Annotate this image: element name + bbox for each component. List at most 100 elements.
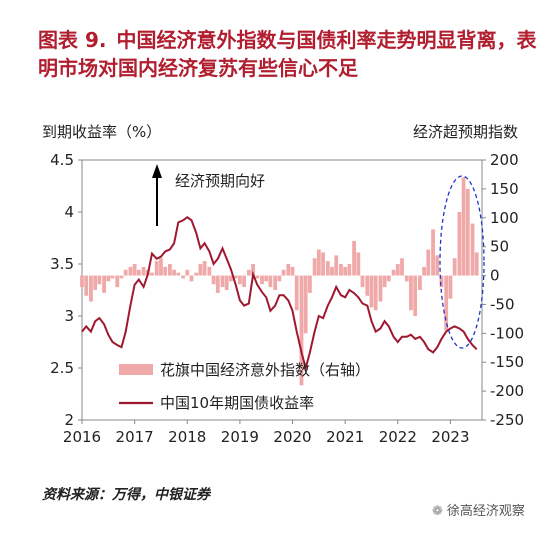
highlight-ellipse	[439, 175, 485, 349]
bar-mark	[185, 269, 190, 276]
bar-mark	[97, 275, 102, 285]
right-tick-label: 150	[490, 180, 519, 198]
x-tick-label: 2017	[116, 428, 154, 446]
right-axis-title: 经济超预期指数	[413, 123, 518, 141]
bar-mark	[106, 275, 111, 282]
right-tick-label: 50	[490, 238, 509, 256]
bar-mark	[312, 258, 317, 276]
chart-canvas: 2 2.5 3 3.5 4 4.5 -250 -200 -150 -100 -50 0 50 100 150…	[42, 123, 524, 446]
left-tick-label: 4.5	[50, 151, 74, 169]
bar-mark	[281, 269, 286, 276]
bar-mark	[159, 258, 163, 276]
bar-mark	[303, 275, 308, 334]
legend-label-bar: 花旗中国经济意外指数（右轴）	[160, 361, 370, 379]
legend-swatch-bar	[119, 364, 153, 375]
bar-mark	[189, 275, 194, 282]
right-tick-label: 100	[490, 209, 519, 227]
bar-mark	[395, 264, 400, 276]
chart-title: 图表 9. 中国经济意外指数与国债利率走势明显背离，表明市场对国内经济复苏有些信心…	[38, 26, 538, 82]
bar-mark	[211, 275, 216, 285]
bar-mark	[378, 275, 383, 302]
bar-mark	[339, 264, 343, 276]
left-tick-label: 4	[64, 203, 74, 221]
bar-mark	[431, 229, 435, 276]
bar-mark	[400, 258, 404, 276]
right-tick-label: -250	[490, 411, 524, 429]
bar-mark	[167, 264, 172, 276]
bar-mark	[176, 272, 181, 276]
right-tick-label: -200	[490, 382, 524, 400]
bar-mark	[154, 261, 159, 276]
bar-mark	[286, 264, 291, 276]
left-tick-label: 3.5	[50, 255, 74, 273]
x-tick-label: 2019	[221, 428, 259, 446]
bar-mark	[369, 275, 374, 308]
bar-mark	[470, 223, 475, 276]
bar-mark	[404, 275, 409, 282]
bar-mark	[255, 275, 260, 279]
bar-mark	[163, 266, 168, 276]
bar-mark	[360, 275, 365, 288]
bar-mark	[465, 188, 470, 276]
watermark-text: 徐高经济观察	[446, 504, 525, 519]
bar-mark	[452, 258, 457, 276]
bar-mark	[202, 261, 207, 276]
bar-mark	[80, 275, 84, 288]
bar-mark	[444, 275, 449, 331]
bar-mark	[136, 269, 141, 276]
bar-mark	[273, 275, 278, 290]
bar-mark	[343, 266, 348, 276]
bar-mark	[89, 275, 93, 302]
bar-mark	[386, 275, 391, 282]
title-text: 中国经济意外指数与国债利率走势明显背离，表明市场对国内经济复苏有些信心不足	[38, 28, 537, 80]
bar-mark	[347, 264, 352, 276]
right-tick-label: -150	[490, 353, 524, 371]
right-tick-label: 0	[490, 267, 500, 285]
bar-mark	[102, 275, 107, 293]
bar-mark	[150, 272, 154, 276]
bar-mark	[325, 261, 330, 276]
bar-mark	[448, 275, 453, 299]
bar-mark	[290, 266, 295, 276]
bar-mark	[237, 275, 242, 285]
bar-mark	[119, 275, 124, 279]
right-tick-label: -50	[490, 295, 515, 313]
bar-mark	[242, 275, 247, 288]
right-tick-label: 200	[490, 151, 519, 169]
bar-mark	[307, 275, 312, 293]
bar-mark	[260, 275, 264, 285]
bar-mark	[207, 266, 212, 276]
yield-line	[81, 215, 478, 372]
x-tick-label: 2016	[63, 428, 101, 446]
watermark: ❁ 徐高经济观察	[432, 500, 525, 519]
x-tick-label: 2023	[431, 428, 469, 446]
bar-mark	[321, 252, 325, 276]
bar-mark	[251, 264, 255, 276]
bar-mark	[229, 275, 233, 282]
up-arrow-head	[152, 164, 162, 178]
legend-label-line: 中国10年期国债收益率	[160, 394, 314, 412]
bar-mark	[352, 240, 357, 276]
bar-mark	[264, 275, 269, 282]
bar-mark	[330, 266, 334, 276]
bar-mark	[123, 269, 128, 276]
source-note: 资料来源：万得，中银证券	[42, 487, 210, 503]
bar-mark	[115, 275, 120, 288]
bar-mark	[365, 275, 370, 296]
bar-mark	[194, 272, 199, 276]
bar-mark	[141, 266, 146, 276]
x-tick-label: 2020	[273, 428, 311, 446]
bar-mark	[373, 275, 378, 311]
bar-mark	[233, 275, 238, 279]
bar-mark	[422, 266, 427, 276]
bar-mark	[439, 275, 444, 288]
bar-mark	[93, 275, 98, 290]
title-prefix: 图表 9.	[38, 28, 107, 52]
bar-mark	[316, 249, 321, 276]
bar-mark	[435, 255, 440, 276]
bar-mark	[110, 275, 115, 279]
plot-frame	[81, 159, 483, 421]
left-axis-title: 到期收益率（%）	[42, 123, 161, 141]
bar-mark	[409, 275, 413, 311]
bar-mark	[417, 275, 422, 290]
